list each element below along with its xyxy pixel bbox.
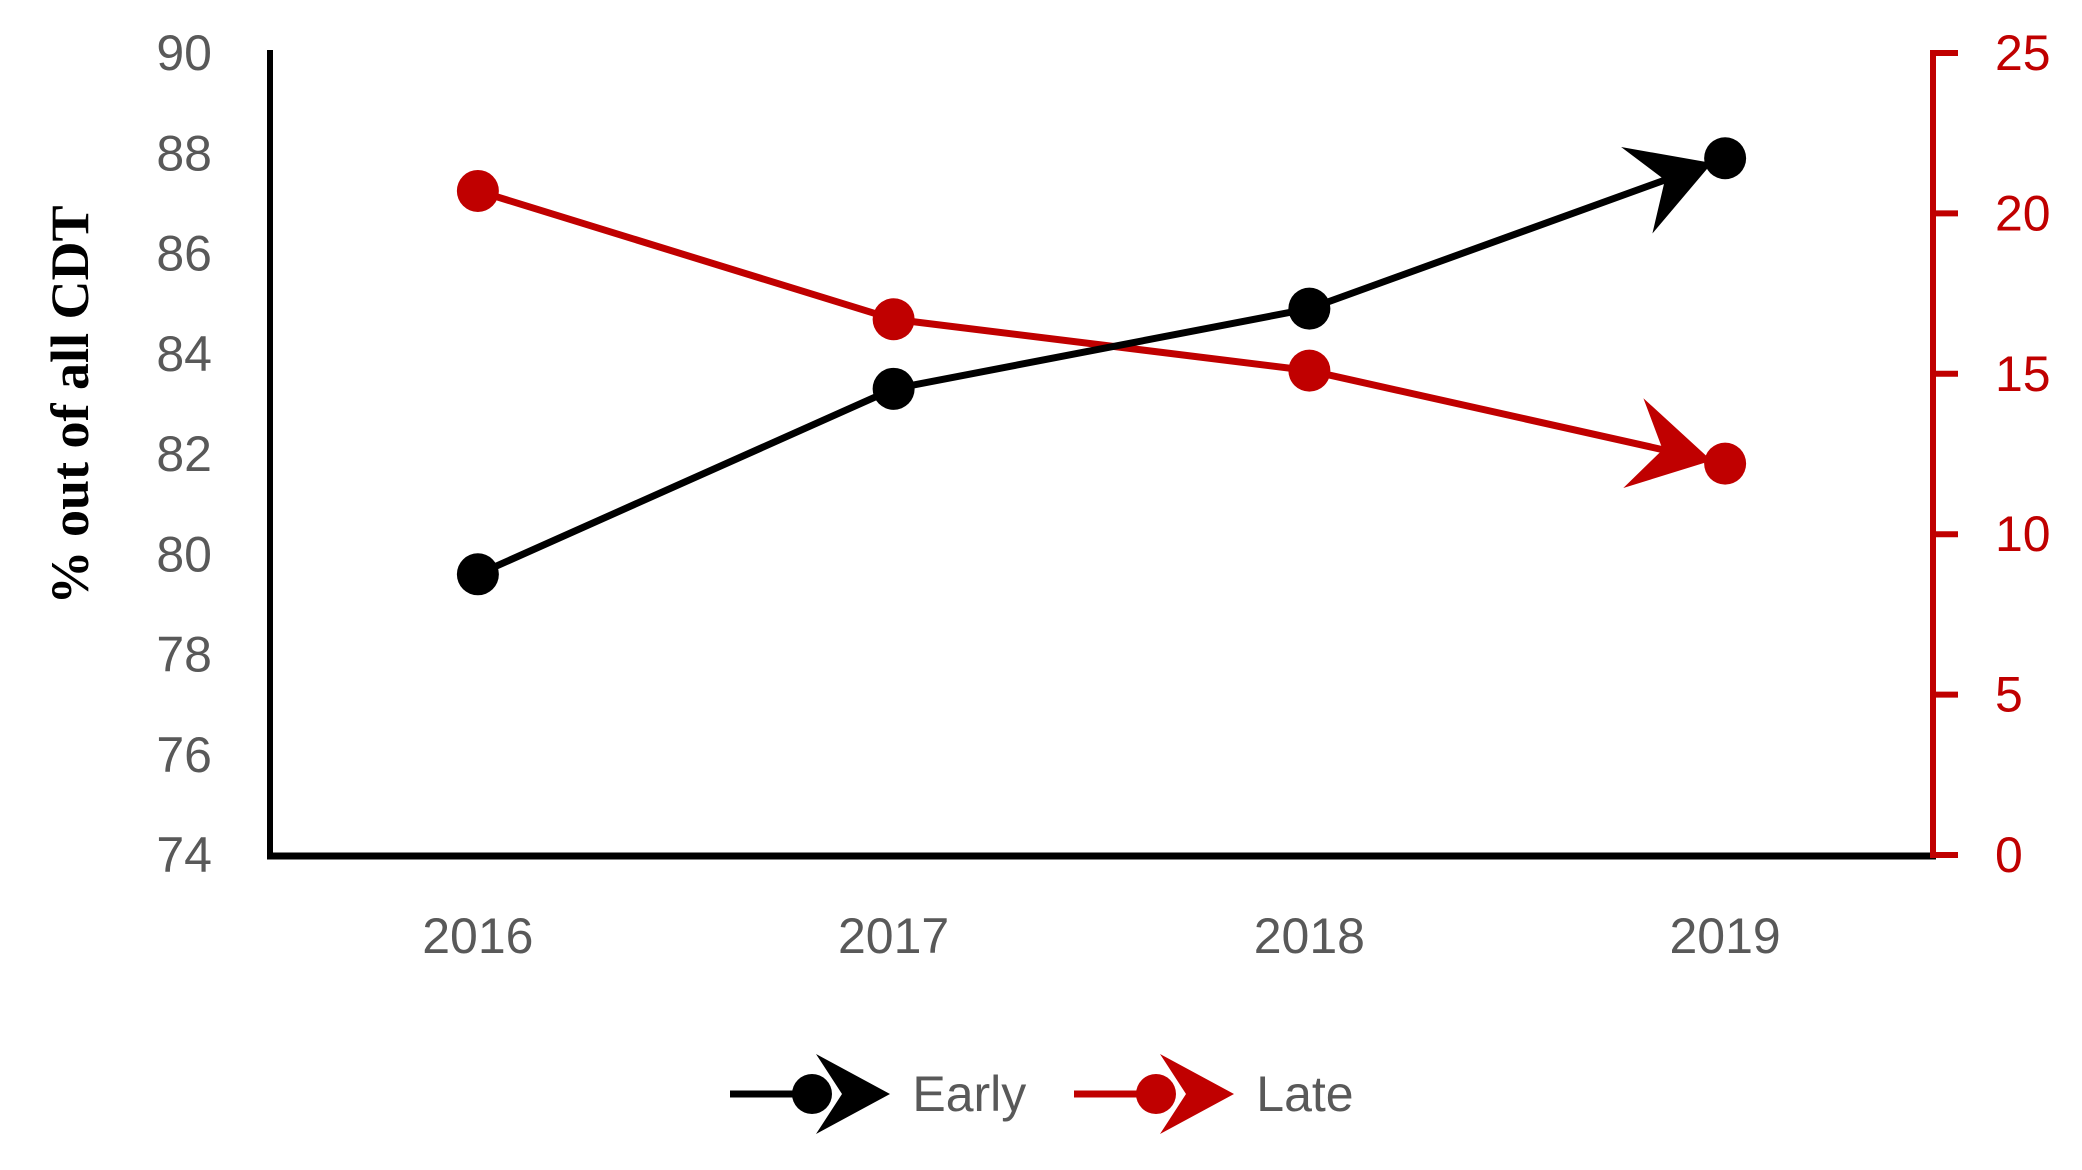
right-axis-tick-label: 5 — [1995, 667, 2023, 723]
early-series-arrow-marker — [1621, 147, 1712, 234]
left-axis-tick-label: 82 — [156, 426, 212, 482]
early-data-point-marker — [1288, 287, 1331, 330]
x-axis-tick-label: 2018 — [1254, 908, 1365, 964]
right-axis-tick-label: 10 — [1995, 506, 2051, 562]
right-axis-tick-label: 0 — [1995, 827, 2023, 883]
x-axis-tick-label: 2016 — [422, 908, 533, 964]
left-axis-tick-label: 84 — [156, 326, 212, 382]
series-line-late — [476, 187, 1726, 468]
late-data-point-marker — [872, 298, 915, 341]
right-axis-tick-label: 25 — [1995, 25, 2051, 81]
legend: Early Late — [0, 1052, 2082, 1136]
early-data-point-marker — [872, 367, 915, 410]
early-series-arrow-icon — [730, 1054, 891, 1134]
late-series-arrow-marker — [1623, 398, 1712, 488]
legend-item-late: Late — [1072, 1052, 1354, 1136]
left-axis-tick-label: 86 — [156, 226, 212, 282]
left-axis-tick-label: 76 — [156, 727, 212, 783]
early-data-point-marker — [1704, 137, 1747, 180]
left-axis-tick-label: 80 — [156, 526, 212, 582]
right-axis-tick-label: 20 — [1995, 185, 2051, 241]
legend-item-early: Early — [728, 1052, 1026, 1136]
legend-label-late: Late — [1256, 1066, 1354, 1122]
left-axis-tick-label: 90 — [156, 25, 212, 81]
late-series-arrow-icon — [1074, 1054, 1235, 1134]
x-axis-tick-label: 2017 — [838, 908, 949, 964]
left-axis-title: % out of all CDT — [40, 205, 100, 604]
left-axis-tick-label: 78 — [156, 627, 212, 683]
left-axis-tick-label: 74 — [156, 827, 212, 883]
x-axis-tick-label: 2019 — [1670, 908, 1781, 964]
late-data-point-marker — [456, 169, 499, 212]
late-data-point-marker — [1288, 349, 1331, 392]
right-axis-tick-label: 15 — [1995, 346, 2051, 402]
series-line-early — [476, 154, 1727, 578]
early-data-point-marker — [456, 553, 499, 596]
late-data-point-marker — [1704, 442, 1747, 485]
legend-label-early: Early — [912, 1066, 1027, 1122]
left-axis-tick-label: 88 — [156, 125, 212, 181]
